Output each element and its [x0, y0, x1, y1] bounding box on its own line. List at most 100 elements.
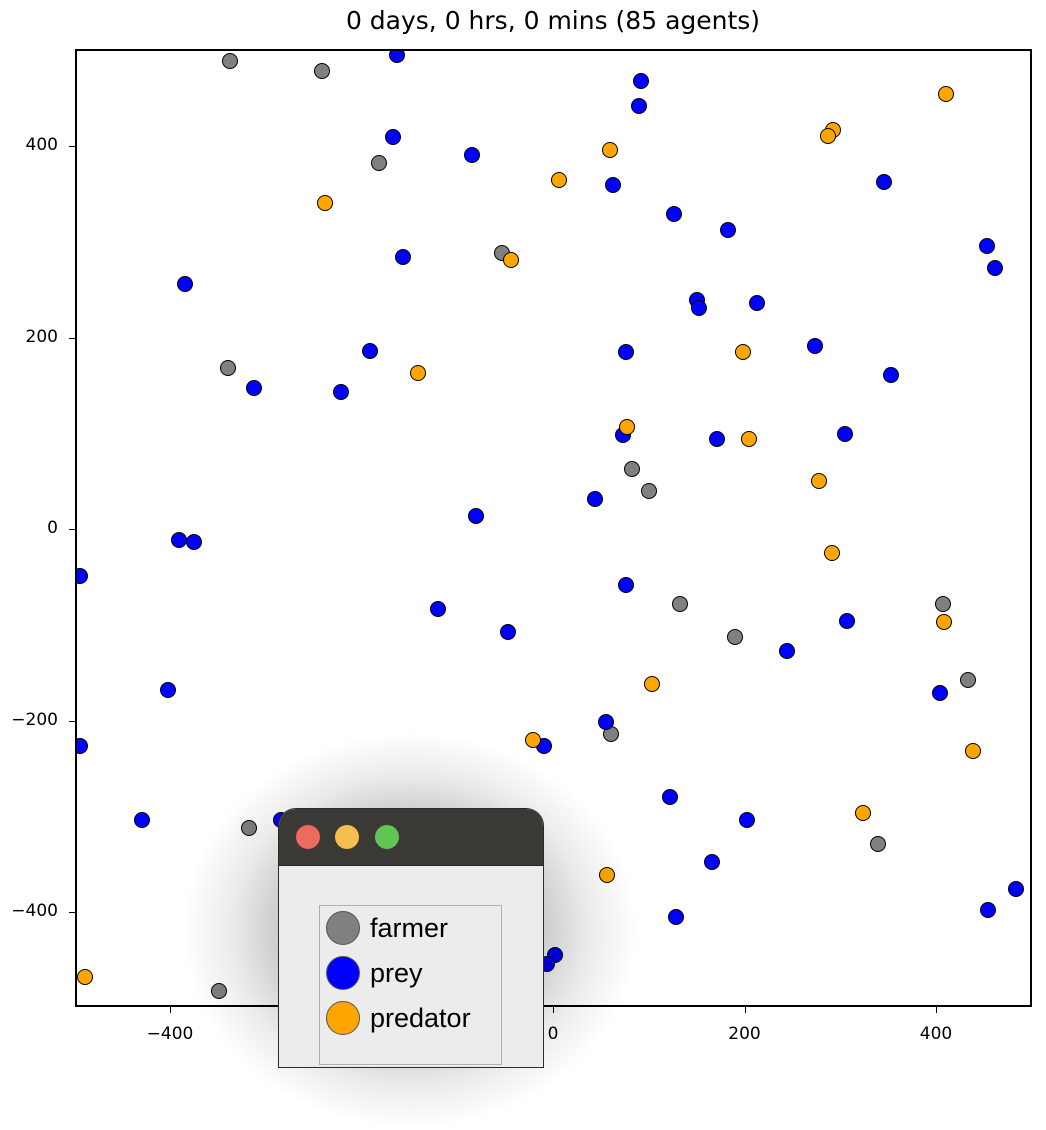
- x-tick: [170, 1007, 171, 1013]
- predator-agent-dot: [317, 194, 334, 211]
- predator-agent-dot: [618, 418, 635, 435]
- prey-agent-dot: [978, 237, 995, 254]
- prey-agent-dot: [385, 129, 402, 146]
- predator-agent-dot: [598, 866, 615, 883]
- prey-agent-dot: [708, 431, 725, 448]
- predator-agent-dot: [77, 969, 93, 986]
- prey-agent-dot: [704, 854, 721, 871]
- prey-agent-dot: [720, 222, 737, 239]
- prey-agent-dot: [633, 72, 650, 89]
- farmer-agent-dot: [210, 982, 227, 999]
- farmer-agent-dot: [222, 52, 239, 69]
- prey-agent-dot: [77, 738, 89, 755]
- farmer-marker-icon: [326, 911, 360, 945]
- y-tick-label: −400: [11, 901, 58, 921]
- predator-agent-dot: [819, 127, 836, 144]
- farmer-agent-dot: [220, 360, 237, 377]
- predator-agent-dot: [935, 613, 952, 630]
- prey-marker-icon: [326, 956, 360, 990]
- prey-agent-dot: [389, 51, 405, 64]
- prey-agent-dot: [883, 366, 900, 383]
- legend-item-predator: predator: [326, 1000, 471, 1036]
- predator-agent-dot: [601, 141, 618, 158]
- prey-agent-dot: [749, 295, 766, 312]
- legend-label: farmer: [370, 912, 449, 943]
- y-tick: [69, 912, 75, 913]
- prey-agent-dot: [987, 259, 1004, 276]
- predator-agent-dot: [965, 743, 982, 760]
- farmer-agent-dot: [672, 595, 689, 612]
- prey-agent-dot: [468, 507, 485, 524]
- prey-agent-dot: [839, 613, 856, 629]
- legend: farmer prey predator: [319, 905, 502, 1065]
- prey-agent-dot: [430, 600, 447, 617]
- maximize-button-icon[interactable]: [375, 825, 399, 849]
- x-tick: [744, 1007, 746, 1013]
- x-tick: [553, 1007, 554, 1013]
- predator-agent-dot: [643, 676, 660, 693]
- prey-agent-dot: [778, 642, 795, 659]
- y-tick-label: 400: [25, 135, 58, 155]
- prey-agent-dot: [186, 534, 203, 551]
- farmer-agent-dot: [640, 482, 657, 499]
- prey-agent-dot: [661, 789, 678, 806]
- y-tick: [69, 720, 75, 722]
- x-tick-label: 400: [919, 1024, 953, 1044]
- farmer-agent-dot: [240, 819, 257, 836]
- prey-agent-dot: [631, 97, 648, 114]
- prey-agent-dot: [690, 299, 707, 316]
- x-tick-label: 0: [547, 1024, 559, 1044]
- prey-agent-dot: [77, 568, 89, 584]
- y-tick-label: 200: [25, 326, 58, 347]
- y-tick-label: −200: [11, 709, 58, 730]
- prey-agent-dot: [807, 338, 824, 355]
- farmer-agent-dot: [623, 460, 640, 477]
- prey-agent-dot: [362, 342, 379, 359]
- predator-agent-dot: [502, 252, 519, 269]
- prey-agent-dot: [587, 491, 604, 508]
- legend-item-prey: prey: [326, 955, 423, 991]
- predator-agent-dot: [734, 343, 751, 360]
- y-tick: [69, 337, 75, 339]
- farmer-agent-dot: [727, 629, 743, 646]
- predator-agent-dot: [823, 545, 840, 562]
- predator-agent-dot: [811, 473, 828, 490]
- prey-agent-dot: [617, 576, 634, 593]
- farmer-agent-dot: [959, 672, 976, 689]
- prey-agent-dot: [1007, 881, 1024, 898]
- predator-agent-dot: [741, 431, 758, 448]
- prey-agent-dot: [170, 531, 187, 548]
- prey-agent-dot: [134, 812, 151, 829]
- prey-agent-dot: [979, 902, 996, 919]
- farmer-agent-dot: [869, 836, 886, 853]
- prey-agent-dot: [667, 908, 684, 925]
- legend-item-farmer: farmer: [326, 910, 448, 946]
- prey-agent-dot: [931, 684, 948, 701]
- predator-agent-dot: [410, 365, 427, 381]
- prey-agent-dot: [665, 206, 682, 223]
- prey-agent-dot: [738, 812, 755, 829]
- prey-agent-dot: [394, 249, 411, 266]
- chart-title: 0 days, 0 hrs, 0 mins (85 agents): [345, 6, 761, 35]
- legend-window[interactable]: farmer prey predator: [278, 808, 544, 1068]
- close-button-icon[interactable]: [296, 825, 320, 849]
- prey-agent-dot: [160, 681, 177, 698]
- scatter-plot-area: [75, 49, 1032, 1007]
- prey-agent-dot: [500, 624, 517, 641]
- prey-agent-dot: [605, 177, 622, 194]
- legend-label: predator: [370, 1002, 471, 1033]
- farmer-agent-dot: [314, 63, 331, 80]
- prey-agent-dot: [837, 426, 854, 443]
- prey-agent-dot: [246, 380, 263, 397]
- x-tick-label: 200: [728, 1024, 761, 1044]
- y-tick: [69, 529, 75, 530]
- x-tick: [936, 1007, 937, 1013]
- prey-agent-dot: [463, 146, 480, 163]
- farmer-agent-dot: [370, 155, 387, 172]
- prey-agent-dot: [177, 275, 194, 292]
- prey-agent-dot: [617, 343, 634, 360]
- prey-agent-dot: [876, 174, 893, 191]
- y-tick: [69, 146, 75, 147]
- minimize-button-icon[interactable]: [335, 825, 359, 849]
- window-titlebar[interactable]: [279, 809, 543, 866]
